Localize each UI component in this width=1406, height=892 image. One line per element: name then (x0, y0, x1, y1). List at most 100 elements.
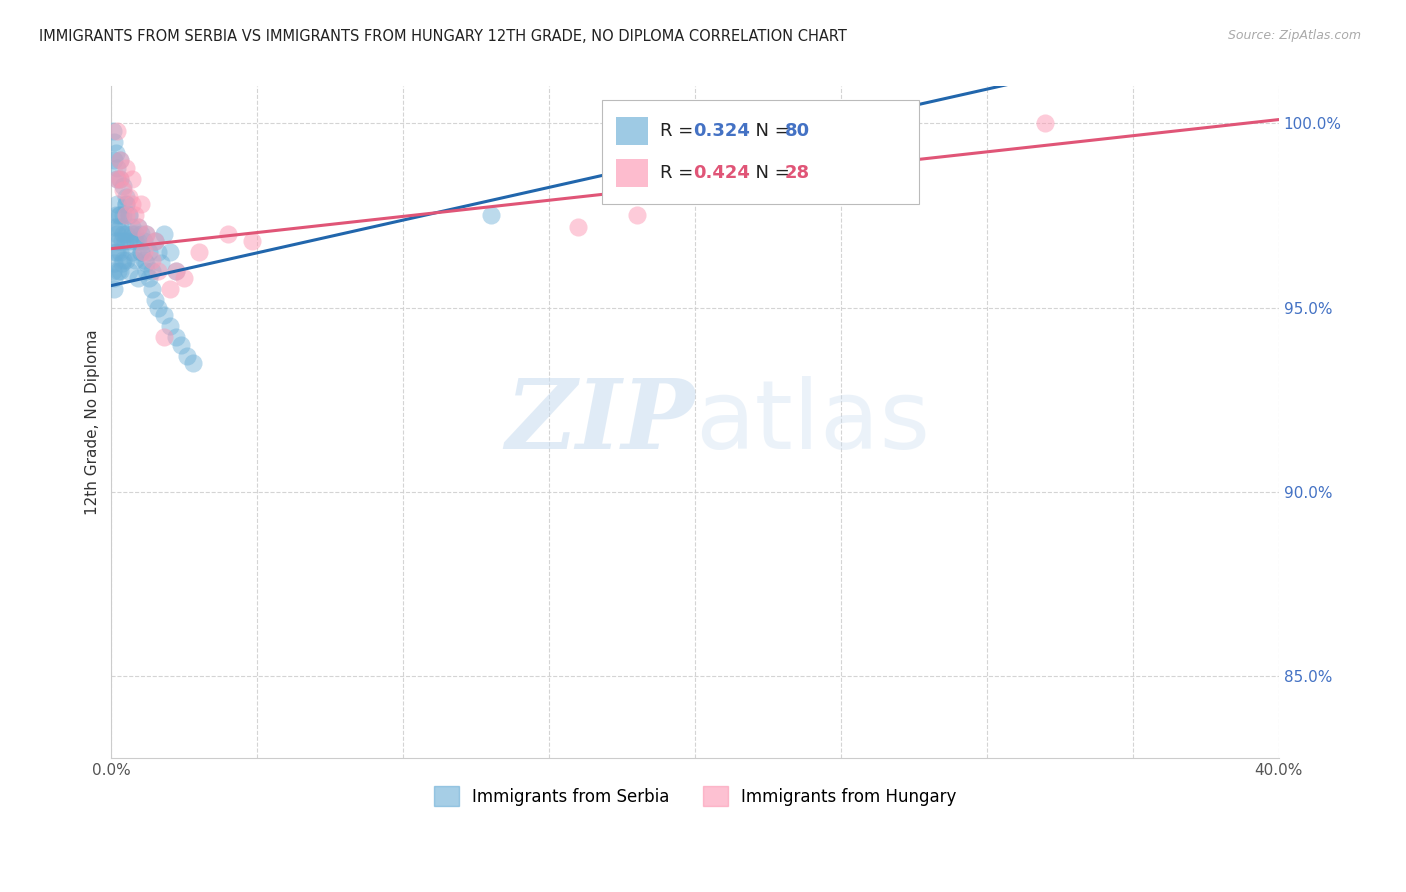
Point (479, 209, 502, 223)
Point (141, 282, 163, 296)
Point (105, 227, 128, 241)
Point (153, 330, 176, 344)
Point (170, 337, 193, 351)
Point (115, 209, 138, 223)
Point (108, 171, 131, 186)
Point (240, 234, 263, 248)
Point (626, 209, 648, 223)
Y-axis label: 12th Grade, No Diploma: 12th Grade, No Diploma (86, 329, 100, 515)
Point (159, 319, 181, 334)
Point (173, 271, 195, 285)
Point (105, 219, 128, 234)
Point (112, 227, 135, 241)
Point (165, 264, 187, 278)
Point (127, 234, 149, 248)
Point (118, 209, 141, 223)
Point (135, 256, 157, 270)
Point (124, 234, 146, 248)
Point (108, 219, 131, 234)
Point (181, 356, 204, 370)
Text: 0.424: 0.424 (693, 164, 749, 182)
Point (153, 308, 176, 322)
Point (146, 245, 169, 260)
Text: Source: ZipAtlas.com: Source: ZipAtlas.com (1227, 29, 1361, 42)
Text: atlas: atlas (695, 376, 931, 468)
Point (104, 145, 127, 160)
Text: 80: 80 (785, 121, 810, 140)
Point (143, 293, 166, 308)
Text: IMMIGRANTS FROM SERBIA VS IMMIGRANTS FROM HUNGARY 12TH GRADE, NO DIPLOMA CORRELA: IMMIGRANTS FROM SERBIA VS IMMIGRANTS FRO… (39, 29, 848, 44)
Point (121, 219, 143, 234)
Point (108, 153, 131, 168)
Point (101, 264, 124, 278)
Point (217, 227, 239, 241)
Point (121, 245, 143, 260)
Point (105, 245, 128, 260)
Point (129, 245, 152, 260)
Point (165, 330, 187, 344)
Point (105, 171, 128, 186)
Point (138, 271, 160, 285)
Point (129, 245, 152, 260)
Point (132, 252, 155, 267)
Point (111, 234, 134, 248)
Point (135, 264, 157, 278)
Point (111, 256, 134, 270)
Point (153, 227, 176, 241)
Point (103, 282, 125, 296)
Point (567, 219, 589, 234)
Point (104, 209, 127, 223)
Point (105, 197, 128, 211)
Point (107, 209, 129, 223)
Point (115, 227, 138, 241)
Point (159, 245, 181, 260)
Text: R =: R = (661, 164, 699, 182)
Point (121, 171, 143, 186)
Point (104, 234, 127, 248)
Text: ZIP: ZIP (506, 375, 695, 469)
Point (105, 161, 128, 175)
Point (108, 245, 131, 260)
Point (138, 245, 160, 260)
Point (108, 264, 131, 278)
Point (107, 234, 129, 248)
Point (118, 209, 141, 223)
Text: R =: R = (661, 121, 699, 140)
Point (143, 234, 166, 248)
Point (135, 227, 157, 241)
Point (150, 256, 173, 270)
Point (108, 171, 131, 186)
Text: N =: N = (744, 164, 796, 182)
Text: 28: 28 (785, 164, 810, 182)
Point (114, 234, 136, 248)
Legend: Immigrants from Serbia, Immigrants from Hungary: Immigrants from Serbia, Immigrants from … (427, 780, 963, 814)
Point (104, 245, 127, 260)
Point (108, 209, 131, 223)
Point (105, 171, 128, 186)
Point (165, 264, 187, 278)
Point (127, 219, 149, 234)
Text: N =: N = (744, 121, 796, 140)
FancyBboxPatch shape (602, 100, 920, 204)
Point (112, 209, 135, 223)
Point (103, 153, 125, 168)
Point (146, 264, 169, 278)
Point (124, 227, 146, 241)
Point (132, 234, 155, 248)
Point (135, 227, 157, 241)
Point (124, 252, 146, 267)
Point (129, 227, 152, 241)
Point (101, 123, 124, 137)
Point (103, 271, 125, 285)
FancyBboxPatch shape (616, 117, 648, 145)
FancyBboxPatch shape (616, 159, 648, 187)
Point (115, 197, 138, 211)
Point (127, 271, 149, 285)
Point (129, 197, 152, 211)
Point (124, 209, 146, 223)
Point (115, 190, 138, 204)
Point (742, 153, 765, 168)
Point (112, 252, 135, 267)
Point (127, 219, 149, 234)
Point (115, 197, 138, 211)
